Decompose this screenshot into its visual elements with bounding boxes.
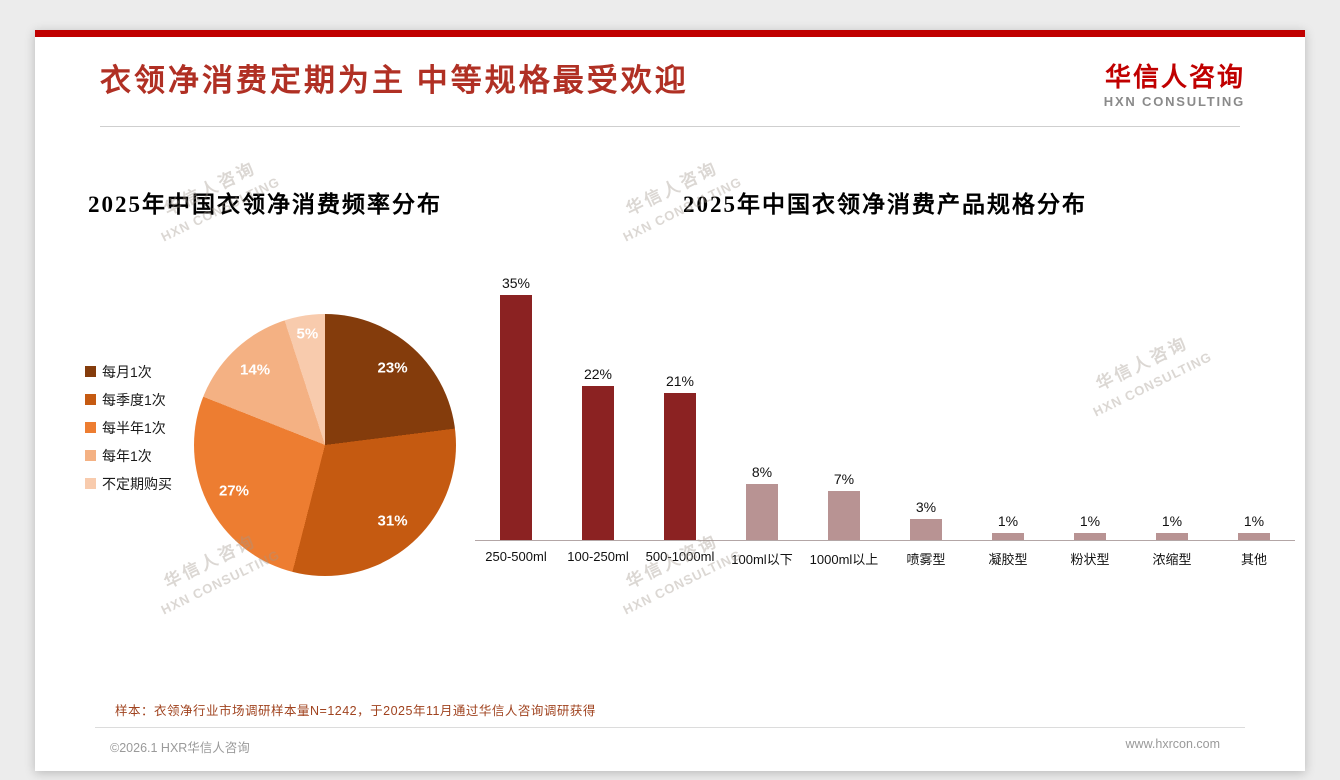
sample-footnote: 样本：衣领净行业市场调研样本量N=1242，于2025年11月通过华信人咨询调研… — [115, 703, 596, 718]
header-divider — [100, 125, 1240, 127]
bar-column: 1% — [1131, 513, 1213, 540]
bar — [1156, 532, 1188, 540]
charts-row: 2025年中国衣领净消费频率分布 每月1次每季度1次每半年1次每年1次不定期购买… — [35, 185, 1305, 600]
bar-value-label: 1% — [1161, 512, 1183, 529]
bar-category-label: 1000ml以上 — [809, 551, 879, 567]
footer-url[interactable]: www.hxrcon.com — [1125, 736, 1220, 751]
bar — [582, 385, 614, 540]
header: 衣领净消费定期为主 中等规格最受欢迎 华信人咨询 HXN CONSULTING — [35, 37, 1305, 110]
bar-category-label: 100-250ml — [567, 548, 629, 564]
legend-item: 每年1次 — [85, 446, 172, 466]
legend-swatch — [85, 422, 96, 434]
bar — [1238, 532, 1270, 540]
legend-swatch — [85, 478, 96, 490]
bar-column: 21% — [639, 373, 721, 540]
bar-value-label: 21% — [665, 372, 695, 389]
bar — [828, 490, 860, 540]
bar-chart: 35% 22% 21% 8% 7% 3% 1% 1% 1% 1% 250-500ml 100-250… — [475, 269, 1295, 568]
bar — [500, 294, 532, 540]
bar-category-label: 250-500ml — [485, 548, 547, 564]
bar-category-axis: 250-500ml 100-250ml 500-1000ml 100ml以下 1000m… — [475, 541, 1295, 568]
slide-card: 衣领净消费定期为主 中等规格最受欢迎 华信人咨询 HXN CONSULTING … — [35, 30, 1305, 771]
bar-category-label: 凝胶型 — [988, 551, 1028, 567]
bar-column: 1% — [1213, 513, 1295, 540]
pie-chart-title: 2025年中国衣领净消费频率分布 — [88, 191, 442, 217]
logo-english-text: HXN CONSULTING — [1103, 93, 1245, 109]
legend-swatch — [85, 394, 96, 406]
legend-label: 不定期购买 — [102, 475, 172, 492]
bar-category-label: 100ml以下 — [731, 551, 793, 567]
legend-label: 每年1次 — [102, 447, 152, 464]
bar-value-label: 1% — [997, 512, 1019, 529]
bar-category-label: 其他 — [1240, 551, 1267, 567]
bar-category-label: 喷雾型 — [906, 551, 946, 567]
bar-value-label: 7% — [833, 470, 855, 487]
bar-value-label: 1% — [1079, 512, 1101, 529]
bar-value-label: 35% — [501, 274, 531, 291]
bar — [1074, 532, 1106, 540]
bar-column: 35% — [475, 275, 557, 540]
bar-value-label: 1% — [1243, 512, 1265, 529]
bar — [746, 483, 778, 540]
legend-swatch — [85, 450, 96, 462]
bar-column: 22% — [557, 366, 639, 540]
bar-value-label: 22% — [583, 365, 613, 382]
bar-category-label: 浓缩型 — [1152, 551, 1192, 567]
legend-item: 每月1次 — [85, 362, 172, 382]
bar-column: 8% — [721, 464, 803, 540]
pie-legend: 每月1次每季度1次每半年1次每年1次不定期购买 — [85, 354, 172, 502]
legend-swatch — [85, 366, 96, 378]
footer-copyright: ©2026.1 HXR华信人咨询 — [110, 740, 250, 755]
pie-chart-section: 2025年中国衣领净消费频率分布 每月1次每季度1次每半年1次每年1次不定期购买… — [65, 185, 465, 600]
bar-chart-section: 2025年中国衣领净消费产品规格分布 35% 22% 21% 8% 7% 3% 1% 1% 1%… — [475, 185, 1295, 600]
pie-chart: 23% 31% 27% 14% 5% — [194, 313, 456, 576]
bar — [664, 392, 696, 540]
bar-value-label: 8% — [751, 463, 773, 480]
bars-plot-area: 35% 22% 21% 8% 7% 3% 1% 1% 1% 1% — [475, 269, 1295, 541]
logo-chinese-text: 华信人咨询 — [1104, 63, 1245, 92]
bar-column: 1% — [967, 513, 1049, 540]
legend-item: 不定期购买 — [85, 474, 172, 494]
bar-value-label: 3% — [915, 498, 937, 515]
legend-item: 每半年1次 — [85, 418, 172, 438]
legend-label: 每月1次 — [102, 363, 152, 380]
legend-label: 每季度1次 — [102, 391, 166, 408]
bar-column: 3% — [885, 499, 967, 540]
legend-label: 每半年1次 — [102, 419, 166, 436]
pie-graphic — [194, 313, 456, 576]
bar-column: 1% — [1049, 513, 1131, 540]
page-title: 衣领净消费定期为主 中等规格最受欢迎 — [100, 63, 689, 98]
footer: ©2026.1 HXR华信人咨询 www.hxrcon.com — [95, 726, 1245, 756]
company-logo: 华信人咨询 HXN CONSULTING — [1104, 63, 1245, 110]
bar — [992, 532, 1024, 540]
legend-item: 每季度1次 — [85, 390, 172, 410]
top-accent-bar — [35, 30, 1305, 37]
pie-chart-area: 每月1次每季度1次每半年1次每年1次不定期购买 23% 31% 27% 14% 5% — [65, 219, 465, 599]
bar-category-label: 500-1000ml — [645, 548, 715, 564]
bar — [910, 518, 942, 540]
bar-column: 7% — [803, 471, 885, 540]
bar-category-label: 粉状型 — [1070, 551, 1110, 567]
bar-chart-title: 2025年中国衣领净消费产品规格分布 — [683, 191, 1087, 217]
